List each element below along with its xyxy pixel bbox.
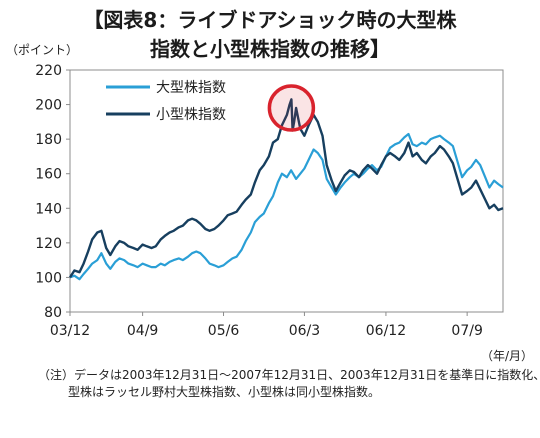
series-line-small-cap <box>68 98 504 279</box>
y-tick-label: 220 <box>35 63 62 79</box>
footnote: （注）データは2003年12月31日～2007年12月31日、2003年12月3… <box>38 368 540 399</box>
chart-title: 【図表8：ライブドアショック時の大型株 指数と小型株指数の推移】 <box>0 6 540 64</box>
x-tick-label: 04/9 <box>127 323 158 339</box>
x-tick-label: 06/3 <box>289 323 320 339</box>
legend-label: 大型株指数 <box>156 80 226 96</box>
x-tick-label: 05/6 <box>208 323 240 339</box>
y-tick-label: 140 <box>35 201 62 217</box>
title-line-2: 指数と小型株指数の推移】 <box>150 37 390 61</box>
y-tick-label: 100 <box>35 270 62 286</box>
plot-frame <box>69 69 504 313</box>
y-tick-label: 200 <box>35 98 62 114</box>
series-group <box>68 98 504 281</box>
series-line-large-cap <box>69 132 504 281</box>
y-tick-label: 160 <box>35 167 62 183</box>
y-tick-label: 180 <box>35 132 62 148</box>
title-line-1: 【図表8：ライブドアショック時の大型株 <box>83 8 457 32</box>
x-tick-label: 06/12 <box>366 323 406 339</box>
y-axis-label: （ポイント） <box>6 43 79 57</box>
x-axis-unit: （年/月） <box>481 349 534 363</box>
y-tick-label: 80 <box>44 305 62 321</box>
highlight-group <box>267 84 316 132</box>
y-tick-label: 120 <box>35 236 62 252</box>
x-tick-label: 03/12 <box>50 323 90 339</box>
axes: 80 100 120 140 160 180 200 220 03/12 04/9 05/6 06/3… <box>35 63 504 339</box>
highlight-circle <box>267 84 316 132</box>
legend-label: 小型株指数 <box>156 107 226 123</box>
x-tick-label: 07/9 <box>451 323 482 339</box>
